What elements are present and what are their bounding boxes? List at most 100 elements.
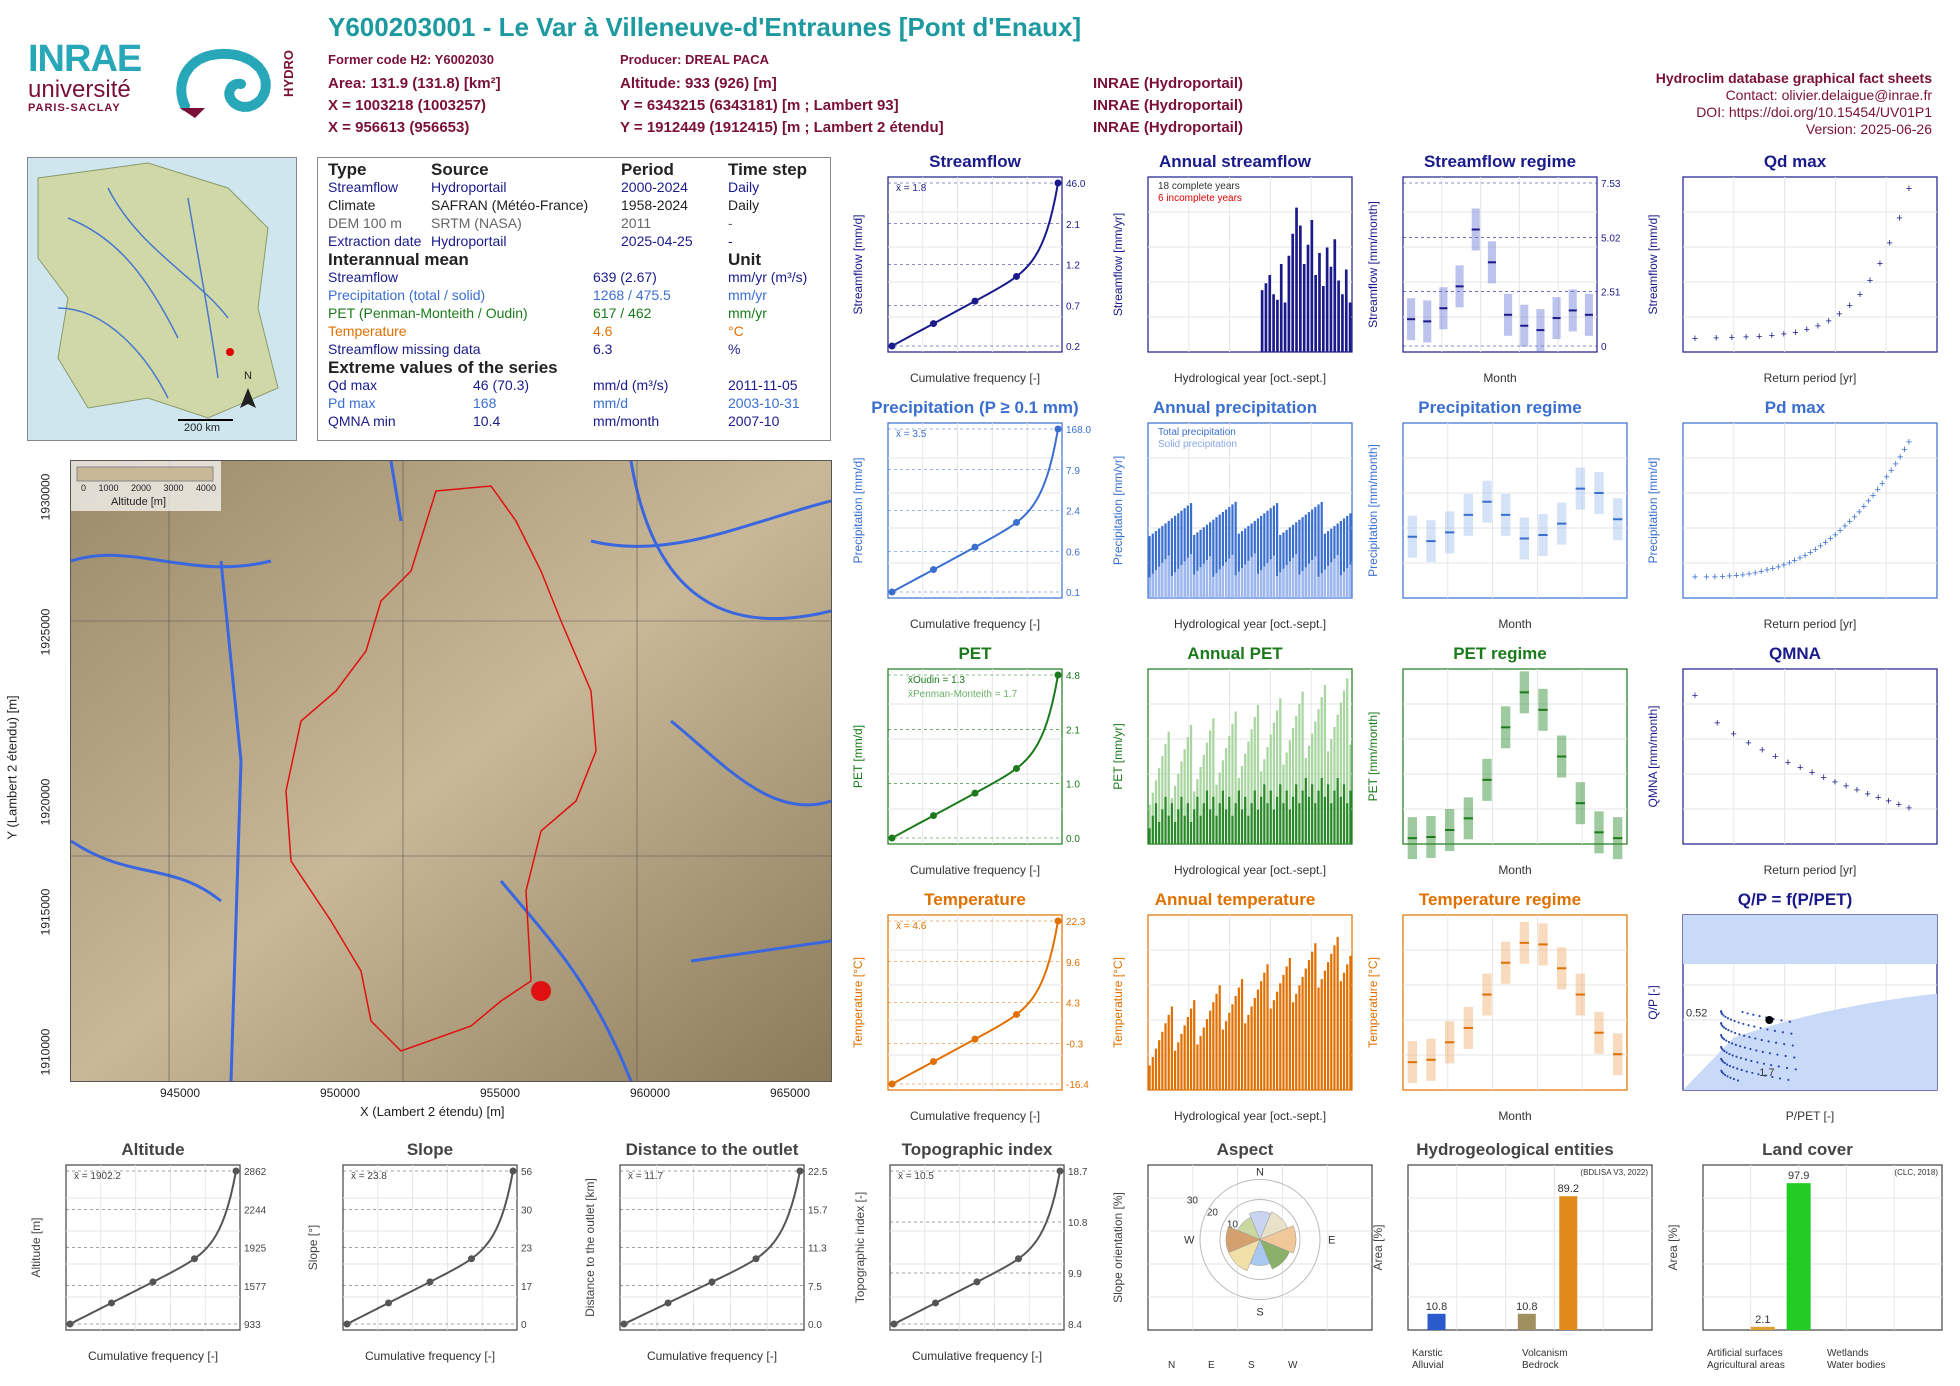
bar — [1336, 778, 1339, 844]
bar — [1346, 803, 1349, 844]
quantile-point — [1013, 518, 1020, 526]
return-point: + — [1817, 540, 1823, 552]
bar — [1279, 784, 1282, 844]
altitude-chart: Altitude [m] Cumulative frequency [-] x̄ =… — [29, 1164, 267, 1363]
bar — [1158, 822, 1161, 844]
bar — [1237, 790, 1240, 844]
bar — [1272, 809, 1276, 844]
qp-point — [1733, 1020, 1736, 1023]
qp-point — [1758, 1015, 1761, 1018]
bar — [1158, 1040, 1161, 1090]
mean-value: 617 / 462 — [593, 305, 652, 321]
qp-point — [1786, 1066, 1789, 1069]
quantile-point — [1056, 1167, 1064, 1175]
bar — [1231, 554, 1234, 598]
bar — [1269, 790, 1272, 844]
y-axis-label: Precipitation [mm/d] — [1646, 457, 1660, 563]
annual-streamflow-title: Annual streamflow — [1158, 152, 1312, 171]
mean-unit: mm/yr (m³/s) — [728, 269, 808, 285]
row-timestep: - — [728, 233, 733, 249]
extreme-value: 46 (70.3) — [473, 377, 530, 393]
return-point: + — [1756, 331, 1762, 343]
bar — [1196, 532, 1199, 598]
bar — [1180, 510, 1183, 598]
bar — [1202, 563, 1205, 598]
landcover-chart: Area [%] (CLC, 2018) 2.1 97.9 Artificial sur… — [1666, 1164, 1943, 1370]
streamflow-regime-panel: Streamflow regime Streamflow [mm/month] Mo… — [1365, 152, 1635, 392]
bar — [1189, 503, 1193, 598]
mean-label: Temperature — [328, 323, 407, 339]
bar — [1299, 225, 1302, 352]
bar — [1158, 768, 1161, 844]
row-timestep: Daily — [728, 179, 760, 195]
legend-item: W — [1288, 1360, 1298, 1370]
mean-label: x̄ = 11.7 — [628, 1171, 664, 1182]
bar — [1298, 985, 1301, 1090]
hydrogeo-chart: Area [%] (BDLISA V3, 2022) 10.8 10.8 89.2 Kar… — [1371, 1164, 1653, 1370]
quantile-label: 46.0 — [1066, 179, 1086, 190]
bar — [1349, 564, 1352, 598]
quantile-label: 1.2 — [1066, 261, 1080, 272]
bar — [1301, 691, 1304, 844]
temperature-panel: Temperature Temperature [°C] Cumulative fr… — [850, 890, 1100, 1130]
bar — [1269, 734, 1272, 844]
qp-point — [1729, 1018, 1732, 1021]
bar — [1202, 527, 1205, 598]
quantile-label: 22.5 — [808, 1167, 828, 1178]
bar — [1260, 570, 1263, 598]
qp-point — [1723, 1038, 1726, 1041]
bar — [1272, 555, 1276, 598]
return-point: + — [1792, 327, 1798, 339]
mean-label: Precipitation (total / solid) — [328, 287, 486, 303]
bar — [1199, 567, 1202, 598]
bar — [1154, 531, 1158, 598]
paris-saclay-logo-text: PARIS-SACLAY — [28, 102, 121, 114]
x-axis-label: Hydrological year [oct.-sept.] — [1174, 371, 1326, 385]
qp-point — [1747, 1024, 1750, 1027]
bar — [1333, 558, 1336, 598]
legend-item: Water bodies — [1827, 1360, 1886, 1370]
quantile-point — [1054, 425, 1062, 433]
doi: DOI: https://doi.org/10.15454/UV01P1 — [1696, 104, 1932, 120]
bar — [1314, 506, 1317, 598]
return-point: + — [1822, 537, 1828, 549]
row-source: Hydroportail — [431, 179, 507, 195]
mean-value: 4.6 — [593, 323, 613, 339]
bar-value: 10.8 — [1426, 1301, 1447, 1313]
altitude-panel: Altitude Altitude [m] Cumulative frequency… — [28, 1140, 278, 1370]
bar — [1177, 568, 1180, 598]
bar — [1285, 790, 1288, 844]
quantile-point — [343, 1320, 351, 1328]
bar — [1253, 717, 1256, 844]
return-point: + — [1832, 776, 1838, 788]
aspect-petal — [1259, 1225, 1297, 1254]
bar — [1295, 784, 1298, 844]
bar — [1272, 722, 1276, 844]
bar — [1177, 809, 1180, 844]
bar — [1209, 809, 1212, 844]
qp-point — [1788, 1020, 1791, 1023]
bar — [1256, 989, 1260, 1090]
bar — [1339, 575, 1342, 598]
return-point: + — [1837, 525, 1843, 537]
bar — [1158, 528, 1161, 598]
bar — [1310, 220, 1314, 352]
bar — [1202, 754, 1205, 844]
mean-unit: mm/yr — [728, 287, 767, 303]
extreme-label: QMNA min — [328, 413, 396, 429]
bar — [1215, 784, 1218, 844]
bar — [1256, 704, 1260, 844]
qp-title: Q/P = f(P/PET) — [1737, 890, 1853, 909]
bar — [1189, 822, 1193, 844]
extreme-value: 10.4 — [473, 413, 501, 429]
extreme-unit: mm/d — [593, 395, 628, 411]
bar — [1260, 290, 1264, 352]
bar — [1264, 283, 1268, 352]
qp-point — [1725, 1039, 1728, 1042]
quantile-point — [888, 342, 896, 350]
return-point: + — [1906, 803, 1912, 815]
altitude-legend-title: Altitude [m] — [111, 496, 167, 508]
map-ytick: 1930000 — [38, 473, 53, 521]
bar — [1295, 715, 1298, 844]
qmna-panel: QMNA QMNA [mm/month] Return period [yr] + + +… — [1645, 644, 1945, 884]
